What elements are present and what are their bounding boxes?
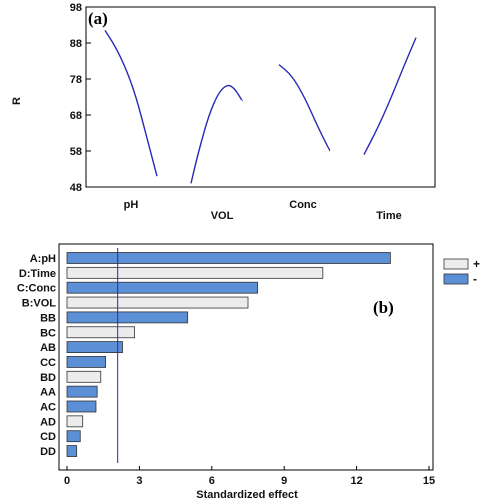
effect-label: AB: [40, 342, 56, 354]
y-tick-label: 88: [70, 38, 82, 50]
y-tick-label: 98: [70, 2, 82, 14]
y-tick-label: 58: [70, 146, 82, 158]
effect-label: BC: [40, 327, 56, 339]
bar-ad: [66, 415, 84, 428]
legend-label: -: [473, 272, 477, 286]
bar-bb: [66, 311, 189, 324]
effect-label: AA: [40, 387, 56, 399]
effect-label: BD: [40, 372, 56, 384]
effect-label: AD: [40, 416, 56, 428]
x-tick-label: 9: [281, 475, 287, 487]
x-axis-ticks: 0 3 6 9 12 15: [64, 466, 435, 487]
legend-swatch: [443, 273, 469, 285]
panel-b-label: (b): [373, 298, 394, 317]
effect-label: C:Conc: [17, 283, 56, 295]
bar-ac: [66, 400, 97, 413]
x-tick-label: 12: [350, 475, 362, 487]
bar-cd: [66, 430, 81, 443]
effect-labels: A:pH D:Time C:Conc B:VOL BB BC AB CC BD AA AC AD CD D…: [17, 253, 56, 458]
pareto-panel: (b) A:pHD:TimeC:ConcB:VOLBBBCABCCBDAAACA…: [17, 243, 480, 501]
x-tick-label: 3: [136, 475, 142, 487]
factor-label-vol: VOL: [211, 210, 234, 222]
factor-label-ph: pH: [124, 199, 139, 211]
bar-ab: [66, 341, 123, 354]
x-tick-label: 15: [423, 475, 435, 487]
y-tick-label: 78: [70, 74, 82, 86]
bar-aph: [66, 252, 391, 264]
main-effect-curve-conc: [278, 64, 331, 152]
factor-label-conc: Conc: [289, 199, 317, 211]
bar-bd: [66, 370, 102, 383]
x-tick-label: 6: [209, 475, 215, 487]
effect-label: DD: [40, 446, 56, 458]
bar-bvol: [66, 296, 249, 309]
y-tick-label: 48: [70, 182, 82, 194]
effect-label: D:Time: [19, 268, 56, 280]
effect-label: BB: [40, 312, 56, 324]
main-effects-panel: (a) R 48 58 68 78 88 98 pH VOL Conc Time: [11, 2, 436, 222]
panel-a-label: (a): [88, 9, 108, 28]
factor-label-time: Time: [376, 210, 401, 222]
effect-label: B:VOL: [22, 298, 57, 310]
bar-bc: [66, 326, 135, 339]
x-axis-title: Standardized effect: [196, 489, 298, 501]
main-effect-curve-vol: [190, 84, 243, 184]
effect-label: CD: [40, 431, 56, 443]
main-effect-curve-ph: [104, 30, 158, 177]
y-axis-title: R: [11, 97, 23, 105]
effect-label: CC: [40, 357, 56, 369]
legend-swatch: [443, 258, 469, 270]
legend-label: +: [473, 257, 480, 271]
pareto-bars: [66, 252, 391, 457]
bar-aa: [66, 385, 98, 398]
bar-cconc: [66, 281, 259, 294]
factor-labels: pH VOL Conc Time: [124, 199, 402, 222]
y-tick-label: 68: [70, 110, 82, 122]
y-axis-ticks: 48 58 68 78 88 98: [70, 2, 91, 194]
x-tick-label: 0: [64, 475, 70, 487]
bar-cc: [66, 356, 107, 368]
effect-label: AC: [40, 402, 56, 414]
main-effects-curves: [104, 30, 417, 184]
bar-dtime: [66, 266, 324, 279]
pareto-chart-frame: [58, 243, 434, 471]
main-effect-curve-time: [363, 37, 417, 155]
effect-label: A:pH: [30, 253, 56, 265]
main-effects-plot-frame: [85, 6, 436, 188]
bar-dd: [66, 445, 78, 457]
legend: +-: [443, 257, 480, 286]
